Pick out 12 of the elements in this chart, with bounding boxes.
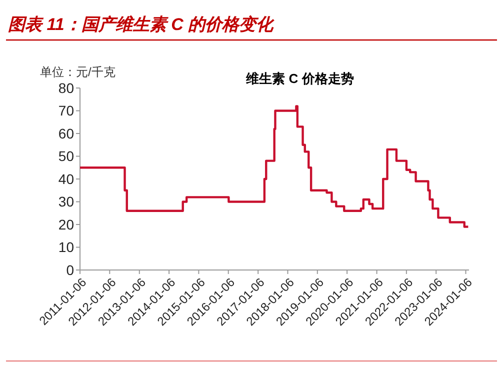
y-tick-label: 0 <box>66 262 74 278</box>
y-tick-label: 60 <box>58 125 74 142</box>
y-tick-label: 10 <box>58 239 74 256</box>
y-tick-label: 20 <box>58 216 74 232</box>
y-axis-title: 单位：元/千克 <box>40 65 116 79</box>
chart-title: 图表 11：国产维生素 C 的价格变化 <box>8 15 276 34</box>
y-tick-label: 80 <box>58 80 74 96</box>
y-tick-label: 40 <box>58 170 74 187</box>
y-tick-label: 50 <box>58 148 74 164</box>
y-tick-label: 30 <box>58 194 74 210</box>
chart-subtitle: 维生素 C 价格走势 <box>245 71 354 86</box>
y-tick-label: 70 <box>58 102 74 119</box>
